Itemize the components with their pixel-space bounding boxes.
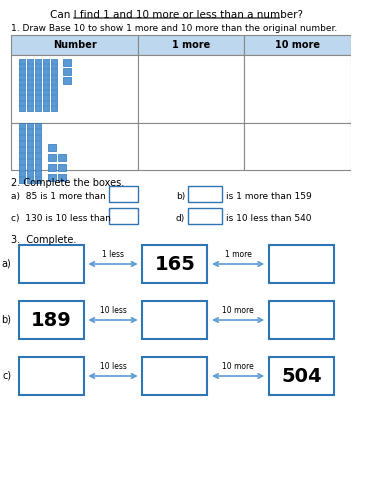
- Bar: [138, 35, 244, 55]
- Text: c)  130 is 10 less than: c) 130 is 10 less than: [11, 214, 111, 223]
- Bar: [48, 154, 56, 161]
- Bar: [58, 154, 66, 161]
- Bar: [244, 55, 351, 123]
- Text: 165: 165: [154, 254, 195, 274]
- Bar: [48, 164, 56, 171]
- Bar: [11, 123, 138, 170]
- Text: 1 less: 1 less: [102, 250, 124, 259]
- Text: 1 more: 1 more: [172, 40, 210, 50]
- Bar: [269, 245, 334, 283]
- Text: 3.  Complete.: 3. Complete.: [11, 235, 77, 245]
- Bar: [51, 59, 58, 111]
- Bar: [27, 59, 33, 111]
- Bar: [188, 208, 222, 224]
- Text: is 10 less than 540: is 10 less than 540: [225, 214, 311, 223]
- Bar: [27, 123, 33, 183]
- Bar: [19, 59, 25, 111]
- Bar: [48, 144, 56, 151]
- Text: b): b): [1, 315, 11, 325]
- Text: Can I find 1 and 10 more or less than a number?: Can I find 1 and 10 more or less than a …: [50, 10, 303, 20]
- Bar: [35, 123, 41, 183]
- Bar: [109, 208, 138, 224]
- Bar: [43, 59, 49, 111]
- Text: 2. Complete the boxes.: 2. Complete the boxes.: [11, 178, 125, 188]
- Text: 10 more: 10 more: [222, 362, 254, 371]
- Bar: [11, 55, 138, 123]
- Text: 10 more: 10 more: [222, 306, 254, 315]
- Bar: [269, 301, 334, 339]
- Bar: [48, 174, 56, 181]
- Text: d): d): [176, 214, 185, 223]
- Bar: [109, 186, 138, 202]
- Text: c): c): [2, 371, 11, 381]
- Bar: [142, 301, 207, 339]
- Bar: [269, 357, 334, 395]
- Text: 10 less: 10 less: [100, 362, 126, 371]
- Bar: [244, 123, 351, 170]
- Bar: [19, 301, 84, 339]
- Bar: [142, 245, 207, 283]
- Bar: [19, 123, 25, 183]
- Bar: [244, 35, 351, 55]
- Bar: [138, 123, 244, 170]
- Bar: [19, 245, 84, 283]
- Text: is 1 more than 159: is 1 more than 159: [225, 192, 311, 201]
- Bar: [58, 164, 66, 171]
- Text: 1 more: 1 more: [225, 250, 252, 259]
- Text: 504: 504: [281, 366, 322, 386]
- Bar: [138, 55, 244, 123]
- Text: 1. Draw Base 10 to show 1 more and 10 more than the original number.: 1. Draw Base 10 to show 1 more and 10 mo…: [11, 24, 337, 33]
- Bar: [11, 35, 138, 55]
- Bar: [142, 357, 207, 395]
- Bar: [58, 174, 66, 181]
- Text: b): b): [176, 192, 185, 201]
- Text: 189: 189: [30, 310, 71, 330]
- Text: a): a): [2, 259, 11, 269]
- Bar: [63, 77, 71, 84]
- Text: a)  85 is 1 more than: a) 85 is 1 more than: [11, 192, 106, 201]
- Text: 10 less: 10 less: [100, 306, 126, 315]
- Bar: [63, 68, 71, 75]
- Bar: [35, 59, 41, 111]
- Text: Number: Number: [52, 40, 96, 50]
- Bar: [188, 186, 222, 202]
- Bar: [63, 59, 71, 66]
- Bar: [19, 357, 84, 395]
- Text: 10 more: 10 more: [275, 40, 320, 50]
